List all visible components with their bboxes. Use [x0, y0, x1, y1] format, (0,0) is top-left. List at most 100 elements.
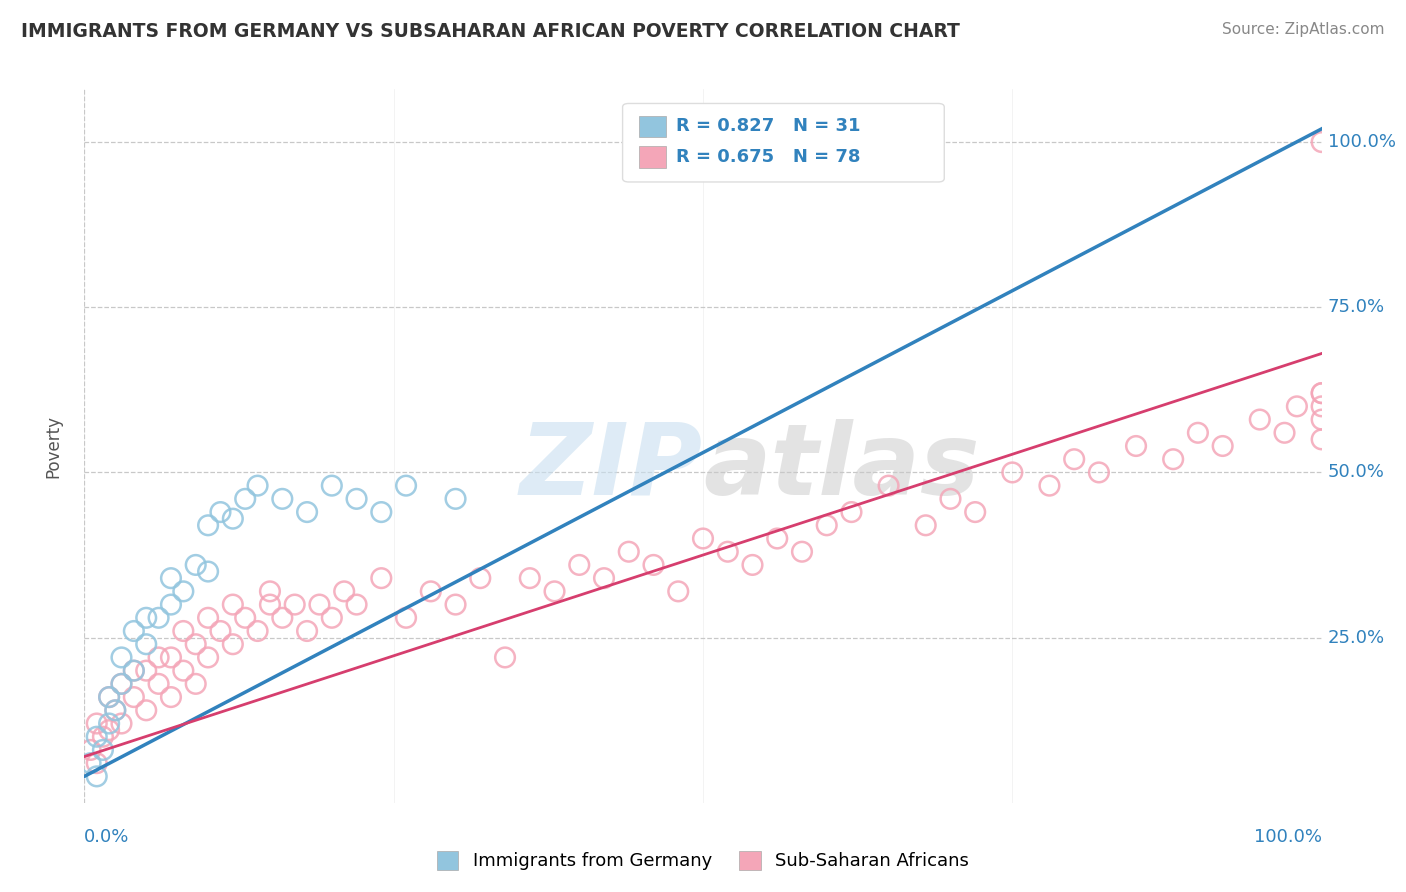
Text: R = 0.675   N = 78: R = 0.675 N = 78	[676, 148, 860, 166]
Point	[395, 478, 418, 492]
Point	[271, 611, 294, 625]
Point	[444, 491, 467, 506]
Point	[160, 571, 183, 585]
Point	[197, 650, 219, 665]
Point	[939, 491, 962, 506]
Point	[79, 743, 101, 757]
Point	[1212, 439, 1234, 453]
Text: 75.0%: 75.0%	[1327, 298, 1385, 317]
Point	[197, 518, 219, 533]
Legend: Immigrants from Germany, Sub-Saharan Africans: Immigrants from Germany, Sub-Saharan Afr…	[427, 842, 979, 880]
Point	[184, 558, 207, 572]
Text: 50.0%: 50.0%	[1327, 464, 1385, 482]
Point	[160, 650, 183, 665]
Point	[1063, 452, 1085, 467]
Point	[246, 624, 269, 638]
Point	[135, 664, 157, 678]
Point	[233, 491, 256, 506]
Text: Poverty: Poverty	[45, 415, 62, 477]
Point	[148, 677, 170, 691]
Point	[1125, 439, 1147, 453]
Point	[692, 532, 714, 546]
Point	[766, 532, 789, 546]
Point	[86, 730, 108, 744]
Point	[259, 584, 281, 599]
Point	[222, 511, 245, 525]
Point	[543, 584, 565, 599]
Text: 100.0%: 100.0%	[1254, 828, 1322, 846]
Point	[370, 571, 392, 585]
Point	[333, 584, 356, 599]
Point	[110, 677, 132, 691]
Point	[284, 598, 307, 612]
Point	[1310, 386, 1333, 401]
Point	[321, 611, 343, 625]
Point	[370, 505, 392, 519]
Point	[1310, 433, 1333, 447]
Point	[1187, 425, 1209, 440]
Point	[1088, 466, 1111, 480]
Point	[110, 677, 132, 691]
Point	[308, 598, 330, 612]
Point	[135, 637, 157, 651]
Point	[148, 611, 170, 625]
Point	[110, 716, 132, 731]
Point	[617, 545, 640, 559]
Point	[1038, 478, 1060, 492]
Point	[395, 611, 418, 625]
FancyBboxPatch shape	[638, 116, 666, 137]
Point	[877, 478, 900, 492]
Text: Source: ZipAtlas.com: Source: ZipAtlas.com	[1222, 22, 1385, 37]
Text: 25.0%: 25.0%	[1327, 629, 1385, 647]
Point	[419, 584, 441, 599]
Point	[1161, 452, 1184, 467]
Point	[643, 558, 665, 572]
Point	[790, 545, 813, 559]
Point	[717, 545, 740, 559]
Point	[135, 703, 157, 717]
Point	[209, 624, 232, 638]
Point	[197, 611, 219, 625]
Point	[86, 716, 108, 731]
Point	[184, 677, 207, 691]
Point	[295, 505, 318, 519]
Point	[104, 703, 127, 717]
Point	[494, 650, 516, 665]
Point	[172, 624, 194, 638]
Point	[98, 690, 121, 704]
Point	[233, 611, 256, 625]
Point	[1285, 400, 1308, 414]
Point	[1310, 135, 1333, 149]
Point	[295, 624, 318, 638]
Point	[568, 558, 591, 572]
Point	[321, 478, 343, 492]
Point	[148, 650, 170, 665]
Point	[470, 571, 492, 585]
Point	[1274, 425, 1296, 440]
Point	[122, 624, 145, 638]
Point	[346, 598, 368, 612]
Point	[86, 756, 108, 771]
Point	[172, 664, 194, 678]
FancyBboxPatch shape	[623, 103, 945, 182]
Point	[965, 505, 987, 519]
Point	[666, 584, 689, 599]
Point	[841, 505, 863, 519]
Point	[222, 598, 245, 612]
Point	[110, 650, 132, 665]
Point	[246, 478, 269, 492]
Point	[98, 690, 121, 704]
Text: IMMIGRANTS FROM GERMANY VS SUBSAHARAN AFRICAN POVERTY CORRELATION CHART: IMMIGRANTS FROM GERMANY VS SUBSAHARAN AF…	[21, 22, 960, 41]
Point	[346, 491, 368, 506]
Text: 100.0%: 100.0%	[1327, 133, 1396, 151]
Point	[160, 598, 183, 612]
Text: atlas: atlas	[703, 419, 980, 516]
Point	[209, 505, 232, 519]
Point	[91, 743, 114, 757]
Point	[1310, 386, 1333, 401]
Point	[135, 611, 157, 625]
Point	[1310, 412, 1333, 426]
Point	[519, 571, 541, 585]
Point	[79, 756, 101, 771]
Point	[914, 518, 936, 533]
